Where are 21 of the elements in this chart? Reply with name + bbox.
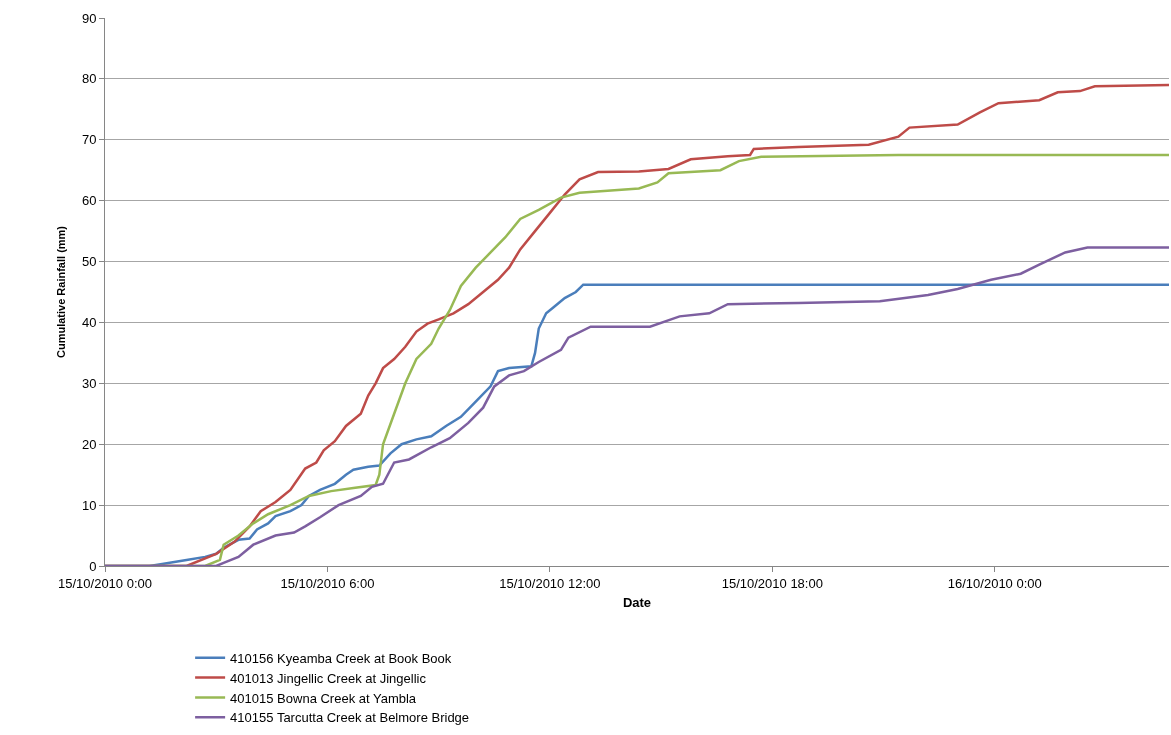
y-tick-label: 30	[81, 375, 97, 391]
legend-label: 410156 Kyeamba Creek at Book Book	[230, 650, 452, 666]
x-axis-title: Date	[622, 595, 652, 611]
y-tick-label: 0	[89, 558, 97, 574]
legend-label: 401013 Jingellic Creek at Jingellic	[230, 670, 427, 686]
y-tick-label: 70	[81, 132, 97, 148]
y-axis-title: Cumulative Rainfall (mm)	[54, 225, 67, 359]
y-tick-label: 50	[81, 254, 97, 270]
legend-label: 410155 Tarcutta Creek at Belmore Bridge	[230, 710, 470, 726]
y-tick-label: 90	[81, 10, 97, 26]
y-tick-label: 60	[81, 193, 97, 209]
x-tick-label: 16/10/2010 0:00	[947, 575, 1042, 591]
x-tick-label: 15/10/2010 12:00	[499, 575, 601, 591]
y-tick-label: 80	[81, 71, 97, 87]
y-tick-label: 10	[81, 497, 97, 513]
y-tick-label: 40	[81, 314, 97, 330]
legend-label: 401015 Bowna Creek at Yambla	[230, 690, 417, 706]
x-tick-label: 15/10/2010 0:00	[58, 575, 152, 591]
x-tick-label: 15/10/2010 18:00	[721, 575, 823, 591]
x-tick-label: 15/10/2010 6:00	[280, 575, 375, 591]
y-tick-label: 20	[81, 436, 97, 452]
